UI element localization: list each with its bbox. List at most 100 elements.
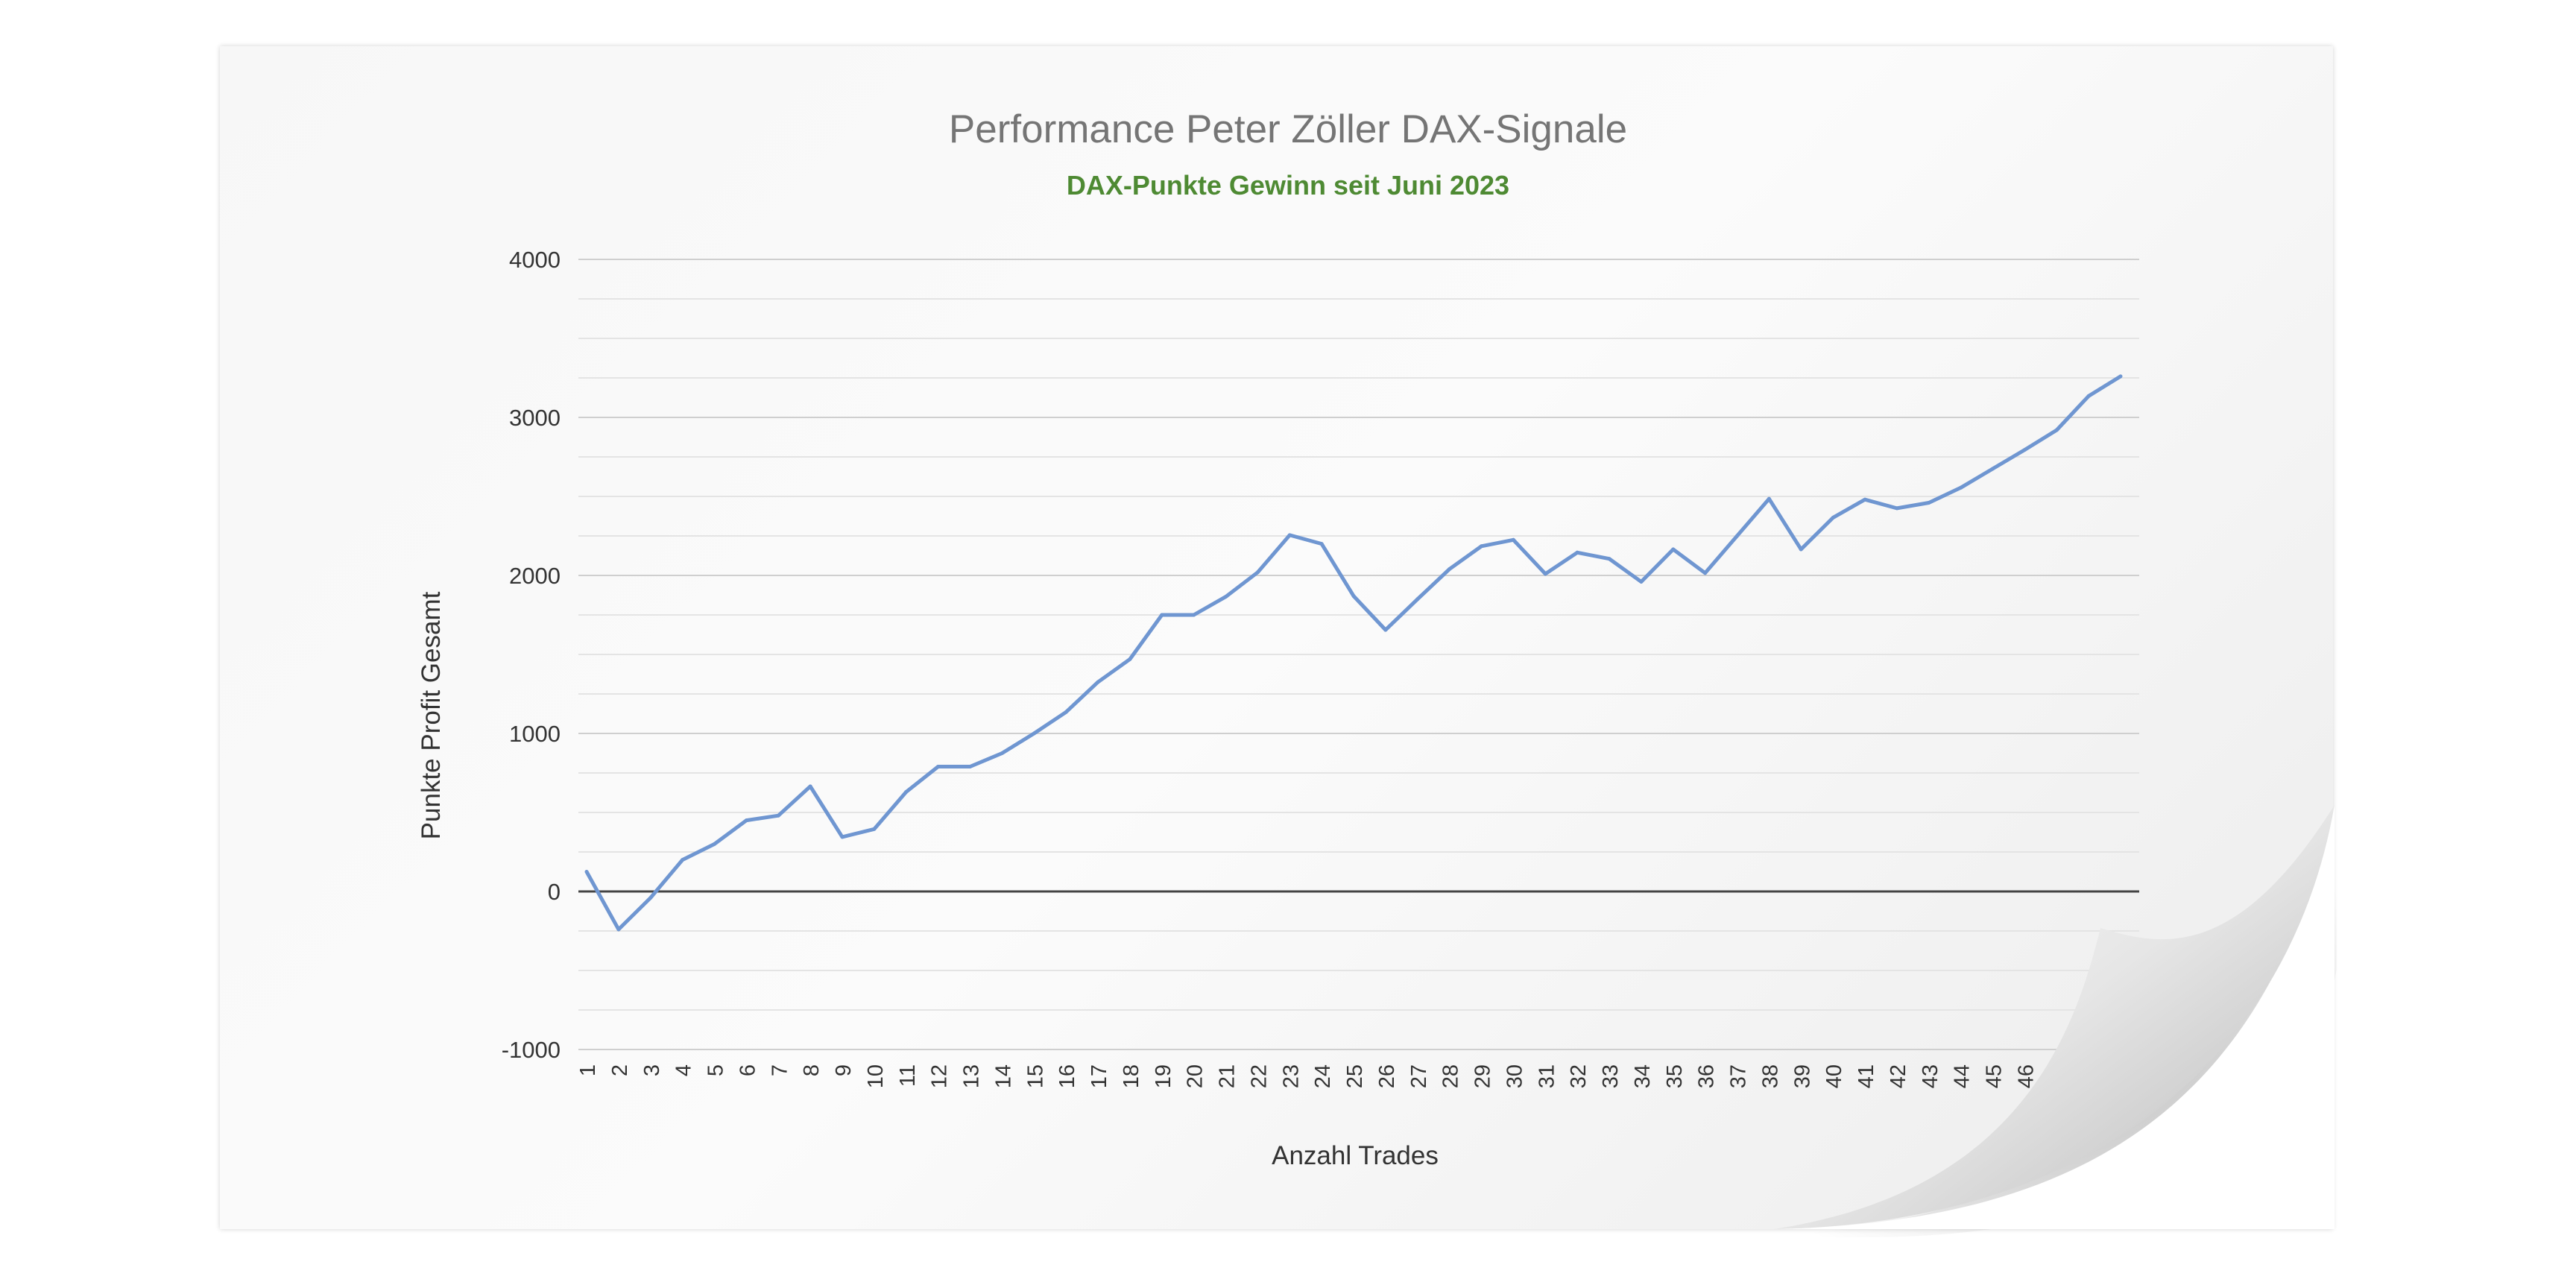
x-tick-label: 23 xyxy=(1279,1064,1303,1088)
y-axis-label: Punkte Profit Gesamt xyxy=(417,591,446,839)
data-point xyxy=(744,818,748,823)
data-point xyxy=(776,813,780,818)
data-point xyxy=(1799,547,1803,552)
data-point xyxy=(1639,579,1644,584)
x-tick-label: 44 xyxy=(1951,1064,1974,1088)
page-curl xyxy=(1714,805,2337,1237)
y-tick-label: -1000 xyxy=(502,1037,561,1063)
x-tick-label: 41 xyxy=(1854,1064,1878,1088)
data-point xyxy=(681,858,685,862)
data-point xyxy=(1480,544,1483,549)
x-tick-label: 32 xyxy=(1567,1064,1591,1088)
x-tick-label: 6 xyxy=(736,1064,760,1076)
data-point xyxy=(2086,394,2091,398)
data-point xyxy=(936,765,941,769)
data-point xyxy=(1064,710,1068,714)
x-tick-label: 38 xyxy=(1758,1064,1782,1088)
data-point xyxy=(1511,537,1515,542)
data-point xyxy=(2054,428,2059,432)
data-point xyxy=(1255,570,1260,575)
x-tick-label: 28 xyxy=(1439,1064,1463,1088)
data-point xyxy=(2118,374,2123,379)
data-point xyxy=(1831,516,1835,520)
x-tick-label: 5 xyxy=(704,1064,728,1076)
x-tick-label: 46 xyxy=(2014,1064,2038,1088)
data-point xyxy=(1096,680,1100,684)
x-tick-label: 24 xyxy=(1311,1064,1335,1088)
data-point xyxy=(1032,731,1036,736)
x-tick-label: 33 xyxy=(1599,1064,1623,1088)
series-line xyxy=(584,374,2122,932)
data-point xyxy=(872,827,877,831)
x-tick-label: 15 xyxy=(1023,1064,1047,1088)
x-tick-label: 36 xyxy=(1695,1064,1719,1088)
x-tick-label: 1 xyxy=(576,1064,600,1076)
x-tick-label: 21 xyxy=(1216,1064,1240,1088)
data-point xyxy=(1767,496,1771,501)
x-tick-label: 20 xyxy=(1184,1064,1208,1088)
x-tick-label: 9 xyxy=(832,1064,856,1076)
x-tick-label: 4 xyxy=(672,1064,696,1076)
data-point xyxy=(808,784,812,789)
data-point xyxy=(1703,571,1708,575)
data-point xyxy=(1735,534,1739,538)
x-tick-label: 34 xyxy=(1631,1064,1655,1088)
data-point xyxy=(840,835,845,839)
data-point xyxy=(904,789,909,794)
x-tick-label: 45 xyxy=(1983,1064,2007,1088)
data-point xyxy=(1128,657,1132,661)
x-tick-label: 2 xyxy=(608,1064,632,1076)
x-tick-label: 29 xyxy=(1471,1064,1495,1088)
x-tick-label: 18 xyxy=(1120,1064,1143,1088)
data-point xyxy=(1607,557,1611,561)
x-tick-label: 17 xyxy=(1087,1064,1111,1088)
data-point xyxy=(1448,567,1452,572)
y-tick-label: 3000 xyxy=(509,405,561,431)
x-tick-label: 13 xyxy=(960,1064,984,1088)
x-tick-label: 14 xyxy=(991,1064,1015,1088)
chart-title: Performance Peter Zöller DAX-Signale xyxy=(948,107,1628,151)
data-point xyxy=(648,895,653,900)
data-point xyxy=(1927,500,1931,505)
x-tick-label: 42 xyxy=(1887,1064,1910,1088)
x-tick-label: 25 xyxy=(1343,1064,1367,1088)
data-point xyxy=(1543,572,1547,576)
data-point xyxy=(1000,751,1004,755)
x-tick-label: 12 xyxy=(928,1064,952,1088)
data-point xyxy=(584,870,589,874)
data-point xyxy=(1575,550,1579,555)
x-tick-label: 26 xyxy=(1375,1064,1399,1088)
x-tick-label: 3 xyxy=(640,1064,664,1076)
data-point xyxy=(1671,547,1676,552)
data-point xyxy=(1224,595,1228,599)
x-tick-label: 35 xyxy=(1663,1064,1687,1088)
x-tick-label: 37 xyxy=(1727,1064,1751,1088)
y-tick-label: 2000 xyxy=(509,563,561,589)
x-tick-label: 39 xyxy=(1790,1064,1814,1088)
x-tick-label: 10 xyxy=(864,1064,888,1088)
x-tick-label: 31 xyxy=(1535,1064,1559,1088)
x-tick-label: 27 xyxy=(1407,1064,1431,1088)
data-point xyxy=(1895,506,1899,511)
chart-subtitle: DAX-Punkte Gewinn seit Juni 2023 xyxy=(1066,170,1510,201)
x-tick-label: 30 xyxy=(1503,1064,1527,1088)
x-tick-label: 22 xyxy=(1247,1064,1271,1088)
data-point xyxy=(1351,594,1356,599)
data-point xyxy=(1959,485,1963,490)
x-axis-label: Anzahl Trades xyxy=(1272,1141,1439,1170)
data-point xyxy=(1192,613,1196,617)
data-point xyxy=(1415,597,1420,602)
paper-sheet xyxy=(220,46,2333,1229)
x-tick-label: 7 xyxy=(768,1064,792,1076)
x-tick-label: 43 xyxy=(1919,1064,1942,1088)
y-tick-label: 1000 xyxy=(509,721,561,747)
data-point xyxy=(968,765,972,769)
data-point xyxy=(1383,628,1388,632)
data-point xyxy=(1287,533,1292,537)
x-tick-label: 11 xyxy=(896,1064,920,1087)
x-tick-label: 40 xyxy=(1822,1064,1846,1088)
x-tick-label: 8 xyxy=(800,1064,824,1076)
data-point xyxy=(616,927,621,932)
data-point xyxy=(2022,447,2027,452)
